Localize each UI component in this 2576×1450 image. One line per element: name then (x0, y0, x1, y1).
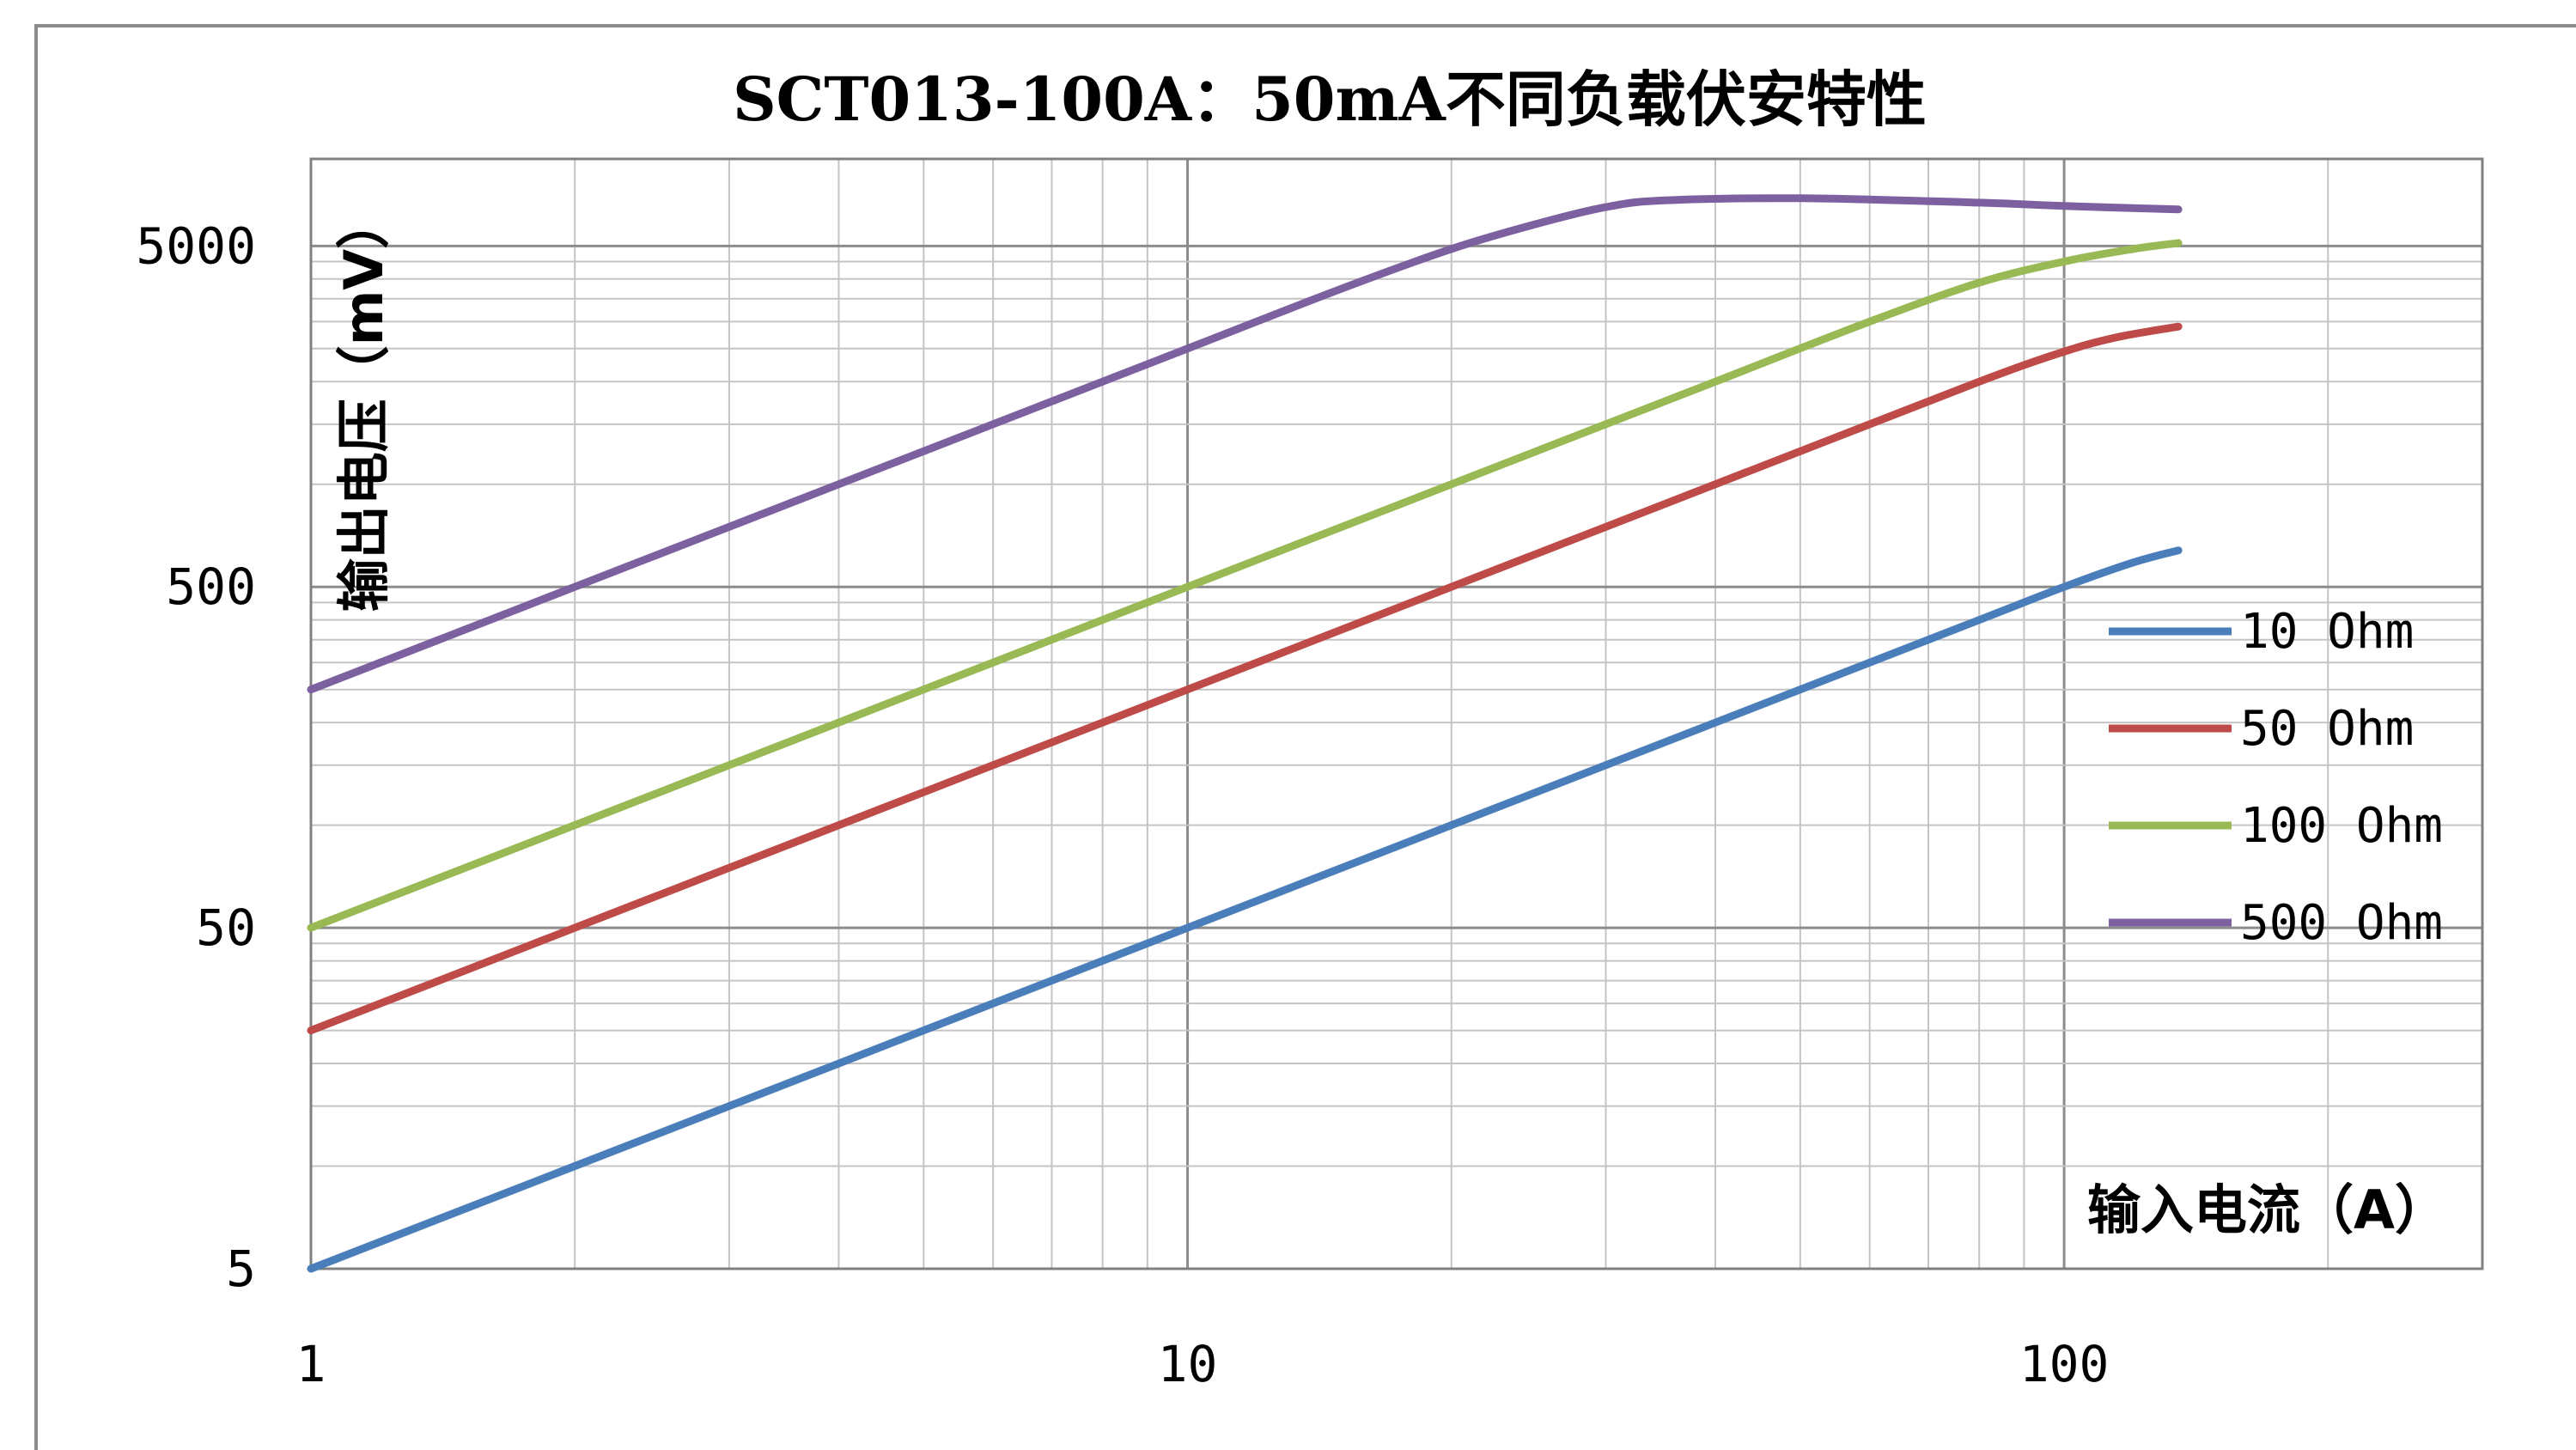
y-tick-label: 50 (196, 899, 256, 957)
legend-label-10-ohm: 10 Ohm (2240, 604, 2414, 660)
series-line-10-ohm (307, 546, 2183, 1273)
series-line-500-ohm (307, 194, 2183, 694)
x-tick-label: 100 (2019, 1335, 2110, 1393)
y-axis-title: 输出电压（mV） (332, 196, 395, 612)
chart-title: SCT013-100A：50mA不同负载伏安特性 (733, 64, 1927, 135)
y-tick-label: 500 (166, 557, 256, 616)
legend-label-100-ohm: 100 Ohm (2240, 798, 2443, 854)
y-tick-label: 5 (226, 1240, 256, 1298)
x-tick-label: 1 (296, 1335, 326, 1393)
series-layer (307, 194, 2183, 1273)
x-tick-labels: 1 10 100 (296, 1335, 2110, 1393)
legend: 10 Ohm 50 Ohm 100 Ohm 500 Ohm (2109, 604, 2443, 951)
grid-layer (309, 159, 2483, 1270)
series-line-50-ohm (307, 322, 2183, 1035)
legend-label-500-ohm: 500 Ohm (2240, 895, 2443, 951)
legend-label-50-ohm: 50 Ohm (2240, 701, 2414, 757)
series-line-100-ohm (307, 239, 2183, 932)
x-axis-title: 输入电流（A） (2087, 1179, 2448, 1241)
y-tick-labels: 5 50 500 5000 (136, 216, 256, 1298)
y-tick-label: 5000 (136, 216, 256, 275)
plot-area-border (309, 157, 2484, 1270)
x-tick-label: 10 (1158, 1335, 1218, 1393)
